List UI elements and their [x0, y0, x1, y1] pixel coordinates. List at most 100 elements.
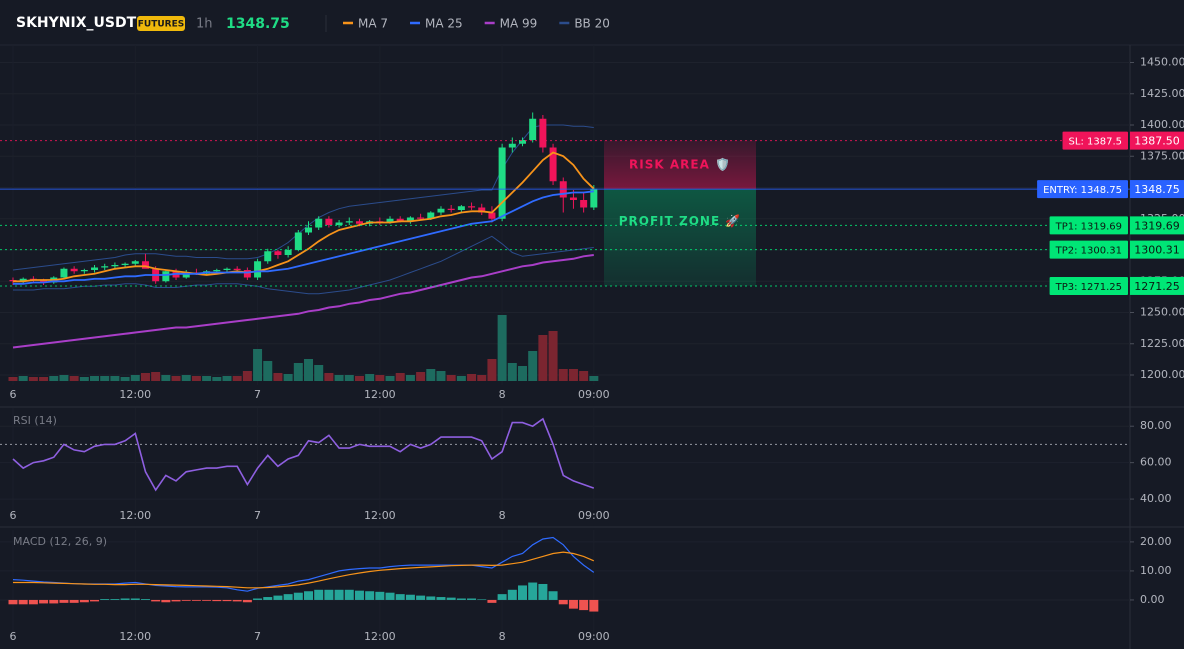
histogram-bar — [395, 594, 405, 600]
histogram-bar — [293, 592, 303, 600]
level-tag: TP1: 1319.69 — [1055, 221, 1122, 232]
candle-body — [121, 263, 129, 265]
volume-bar — [395, 373, 405, 381]
level-tag-bg — [1049, 276, 1128, 295]
histogram-bar — [324, 589, 334, 600]
histogram-bar — [39, 599, 49, 604]
axis-tag-bg — [1130, 180, 1184, 199]
candle-body — [274, 251, 282, 255]
candle-body — [417, 217, 425, 219]
volume-bar — [8, 377, 18, 381]
volume-bar — [100, 376, 110, 381]
y-tick-label: 0.00 — [1140, 593, 1165, 606]
legend-label: BB 20 — [574, 17, 610, 31]
histogram-bar — [273, 595, 283, 600]
axis-tag-bg — [1130, 216, 1184, 235]
histogram-bar — [385, 592, 395, 600]
histogram-bar — [202, 599, 212, 601]
histogram-bar — [497, 594, 507, 600]
volume-bar — [59, 375, 69, 381]
candle-body — [427, 212, 435, 219]
volume-bar — [161, 375, 171, 381]
candle-body — [529, 118, 537, 140]
histogram-bar — [18, 599, 28, 605]
histogram-bar — [426, 596, 436, 600]
candle-body — [101, 266, 109, 268]
candle-body — [141, 261, 149, 269]
histogram-bar — [314, 589, 324, 600]
histogram-bar — [405, 594, 415, 600]
volume-bar — [273, 373, 283, 381]
level-tag-bg — [1062, 131, 1128, 150]
y-tick-label: 20.00 — [1140, 535, 1172, 548]
histogram-bar — [151, 599, 161, 602]
histogram-bar — [171, 599, 181, 602]
candle-body — [182, 272, 190, 278]
candle-body — [243, 270, 251, 278]
level-tag: TP2: 1300.31 — [1055, 246, 1122, 257]
bb-upper — [12, 124, 594, 271]
volume-bar — [426, 369, 436, 381]
histogram-bar — [487, 599, 497, 603]
candle-body — [325, 218, 333, 225]
volume-bar — [222, 376, 232, 381]
volume-bar — [79, 377, 89, 381]
x-tick-label: 09:00 — [578, 630, 610, 643]
badge: FUTURES — [138, 20, 184, 30]
histogram-bar — [100, 599, 110, 600]
legend-label: MA 25 — [425, 17, 463, 31]
histogram-bar — [538, 583, 548, 600]
volume-bar — [405, 375, 415, 381]
volume-bar — [334, 375, 344, 381]
candle-body — [549, 147, 557, 182]
histogram-bar — [283, 594, 293, 600]
volume-bar — [151, 372, 161, 381]
legend-label: MA 99 — [500, 17, 538, 31]
x-tick-label: 09:00 — [578, 388, 610, 401]
axis-tag: 1319.69 — [1134, 219, 1180, 232]
volume-bar — [140, 373, 150, 381]
y-tick-label: 1200.00 — [1140, 368, 1184, 381]
candle-body — [40, 280, 48, 283]
x-tick-label: 7 — [254, 388, 261, 401]
volume-bar — [365, 374, 375, 381]
candle-body — [569, 197, 577, 200]
candle-body — [305, 227, 313, 233]
volume-bar — [110, 376, 120, 381]
legend-label: MA 7 — [358, 17, 388, 31]
candle-body — [468, 206, 476, 208]
candle-body — [457, 206, 465, 210]
histogram-bar — [222, 599, 232, 602]
candle-body — [508, 143, 516, 148]
volume-bar — [263, 361, 273, 381]
candle-body — [213, 270, 221, 272]
candle-body — [223, 268, 231, 270]
candle-body — [345, 221, 353, 223]
candle-body — [315, 218, 323, 228]
y-tick-label: 60.00 — [1140, 456, 1172, 469]
x-tick-label: 8 — [499, 388, 506, 401]
volume-bar — [293, 363, 303, 381]
axis-tag: 1348.75 — [1134, 183, 1180, 196]
histogram-bar — [90, 599, 100, 602]
candle-body — [396, 218, 404, 222]
volume-bar — [487, 359, 497, 381]
x-tick-label: 8 — [499, 630, 506, 643]
y-tick-label: 40.00 — [1140, 492, 1172, 505]
histogram-bar — [242, 599, 252, 603]
moving-average — [13, 151, 595, 283]
histogram-bar — [416, 595, 426, 600]
risk-zone — [604, 140, 756, 190]
candle-body — [580, 200, 588, 208]
volume-bar — [385, 376, 395, 381]
volume-bar — [456, 376, 466, 381]
macd-line — [13, 551, 595, 589]
volume-bar — [497, 315, 507, 381]
zone-label: PROFIT ZONE 🚀 — [619, 214, 742, 228]
histogram-bar — [375, 591, 385, 600]
price: 1348.75 — [226, 16, 290, 32]
volume-bar — [548, 331, 558, 381]
volume-bar — [324, 373, 334, 381]
candle-body — [519, 140, 526, 144]
